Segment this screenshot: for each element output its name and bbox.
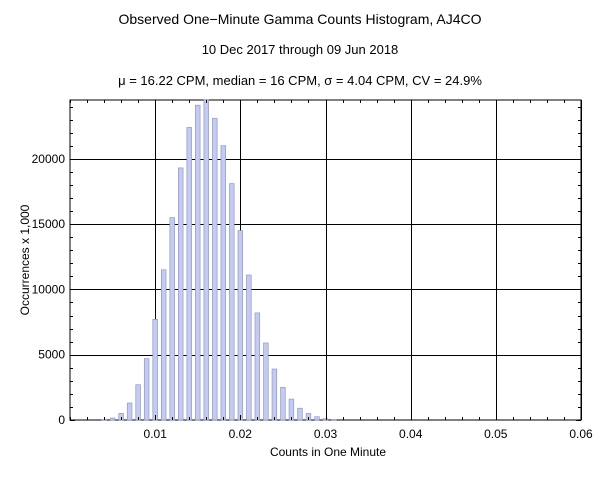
axis-ticks	[70, 100, 582, 421]
histogram-bar	[143, 358, 150, 421]
histogram-bar	[288, 398, 295, 421]
x-tick-label: 0.01	[144, 427, 168, 441]
histogram-bar	[297, 407, 303, 421]
histogram-bar	[229, 183, 235, 421]
x-tick-label: 0.05	[484, 427, 508, 441]
x-tick-labels: 0.01 0.02 0.03 0.04 0.05 0.06	[144, 427, 593, 441]
y-tick-label: 20000	[32, 152, 66, 166]
histogram-bar	[331, 419, 337, 421]
histogram-bar	[220, 145, 226, 421]
histogram-bar	[322, 418, 329, 421]
histogram-bar	[280, 387, 286, 421]
chart-stats-line: μ = 16.22 CPM, median = 16 CPM, σ = 4.04…	[118, 73, 482, 88]
y-tick-label: 0	[58, 413, 65, 427]
x-axis-label: Counts in One Minute	[270, 445, 386, 459]
histogram-bar	[195, 104, 201, 421]
histogram-bar	[152, 319, 158, 421]
y-tick-label: 10000	[32, 282, 66, 296]
histogram-bar	[314, 416, 320, 421]
histogram-bar	[186, 127, 192, 421]
histogram-bar	[212, 117, 218, 421]
histogram-bar	[160, 269, 167, 421]
histogram-bar	[237, 230, 244, 421]
y-axis-label: Occurrences x 1,000	[18, 204, 32, 315]
x-tick-label: 0.06	[569, 427, 593, 441]
y-tick-label: 15000	[32, 217, 66, 231]
histogram-bar	[263, 342, 269, 421]
histogram-bar	[246, 274, 252, 421]
y-tick-label: 5000	[38, 348, 65, 362]
histogram-bar	[109, 417, 116, 421]
x-tick-label: 0.04	[399, 427, 423, 441]
chart-title: Observed One−Minute Gamma Counts Histogr…	[118, 11, 482, 27]
x-tick-label: 0.03	[314, 427, 338, 441]
histogram-bar	[178, 167, 184, 421]
histogram-bars	[101, 99, 337, 421]
x-tick-label: 0.02	[229, 427, 253, 441]
histogram-bar	[135, 384, 141, 421]
histogram-bar	[169, 217, 175, 421]
y-tick-labels: 0 5000 10000 15000 20000	[32, 152, 66, 427]
histogram-bar	[254, 312, 261, 421]
histogram-bar	[203, 99, 209, 421]
histogram-bar	[271, 368, 278, 421]
histogram-bar	[126, 402, 133, 421]
chart-subtitle: 10 Dec 2017 through 09 Jun 2018	[201, 42, 399, 57]
